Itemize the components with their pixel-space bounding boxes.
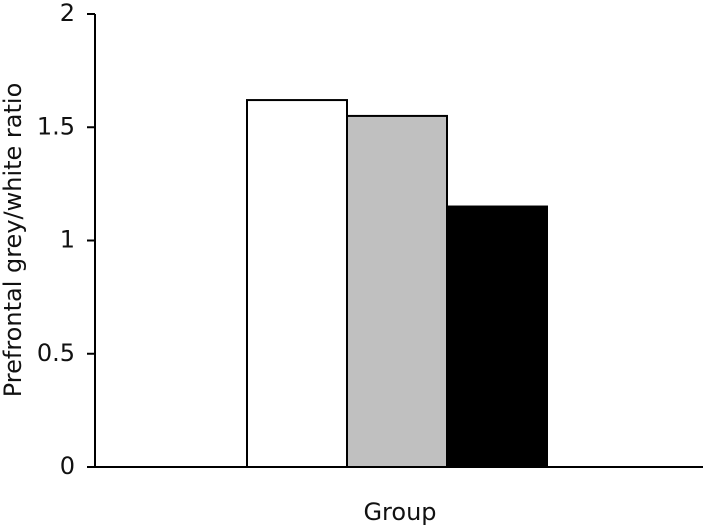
y-tick-label: 1.5 bbox=[37, 112, 75, 140]
y-tick-label: 0 bbox=[60, 452, 75, 480]
bar bbox=[346, 114, 448, 469]
x-axis-label: Group bbox=[363, 498, 436, 526]
y-tick-label: 2 bbox=[60, 0, 75, 27]
y-axis-label: Prefrontal grey/white ratio bbox=[0, 83, 27, 398]
bar bbox=[246, 99, 348, 468]
bar bbox=[446, 205, 548, 468]
y-tick-label: 1 bbox=[60, 226, 75, 254]
y-tick-label: 0.5 bbox=[37, 339, 75, 367]
